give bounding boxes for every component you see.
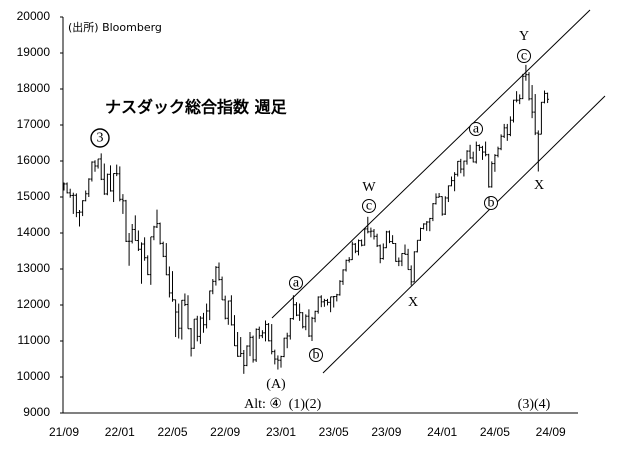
wave-circle	[484, 196, 498, 210]
wave-label: c	[366, 199, 372, 214]
wave-label: Y	[519, 29, 529, 44]
wave-circle	[90, 128, 110, 148]
wave-label: (A)	[266, 377, 286, 392]
y-tick-label: 14000	[17, 225, 51, 239]
x-tick-label: 21/09	[49, 425, 79, 439]
y-tick-label: 10000	[17, 369, 51, 383]
y-tick-label: 13000	[17, 261, 51, 275]
y-tick-label: 18000	[17, 81, 51, 95]
y-tick-label: 20000	[17, 9, 51, 23]
source-note: (出所) Bloomberg	[68, 20, 162, 34]
y-tick-label: 11000	[18, 333, 51, 347]
channel-lower	[322, 95, 606, 374]
chart-title: ナスダック総合指数 週足	[105, 98, 288, 117]
x-tick-label: 24/05	[480, 425, 510, 439]
wave-label: a	[473, 122, 480, 137]
wave-label: b	[313, 348, 320, 363]
wave-label: Alt: ④	[244, 397, 282, 412]
channel-upper	[271, 9, 591, 319]
wave-label: 3	[97, 131, 104, 146]
x-tick-label: 22/01	[105, 425, 135, 439]
x-tick-label: 23/09	[371, 425, 401, 439]
wave-label: b	[488, 196, 495, 211]
x-tick-label: 24/01	[427, 425, 457, 439]
x-tick-label: 22/05	[157, 425, 187, 439]
y-tick-label: 12000	[17, 297, 51, 311]
wave-label: a	[293, 276, 300, 291]
wave-label: W	[362, 180, 376, 195]
wave-label: c	[521, 49, 527, 64]
x-tick-label: 22/09	[210, 425, 240, 439]
y-tick-label: 16000	[17, 153, 51, 167]
y-tick-label: 17000	[17, 117, 51, 131]
wave-circle	[469, 122, 483, 136]
y-tick-label: 9000	[23, 405, 50, 419]
y-tick-label: 15000	[17, 189, 51, 203]
y-tick-label: 19000	[17, 45, 51, 59]
wave-circle	[517, 49, 531, 63]
wave-circle	[309, 348, 323, 362]
wave-label: X	[408, 295, 418, 310]
x-tick-label: 23/05	[319, 425, 349, 439]
wave-circle	[362, 199, 376, 213]
wave-label: (1)(2)	[289, 397, 322, 412]
wave-circle	[289, 276, 303, 290]
wave-label: (3)(4)	[518, 397, 551, 412]
x-tick-label: 24/09	[536, 425, 566, 439]
wave-label: X	[534, 178, 544, 193]
x-tick-label: 23/01	[266, 425, 296, 439]
